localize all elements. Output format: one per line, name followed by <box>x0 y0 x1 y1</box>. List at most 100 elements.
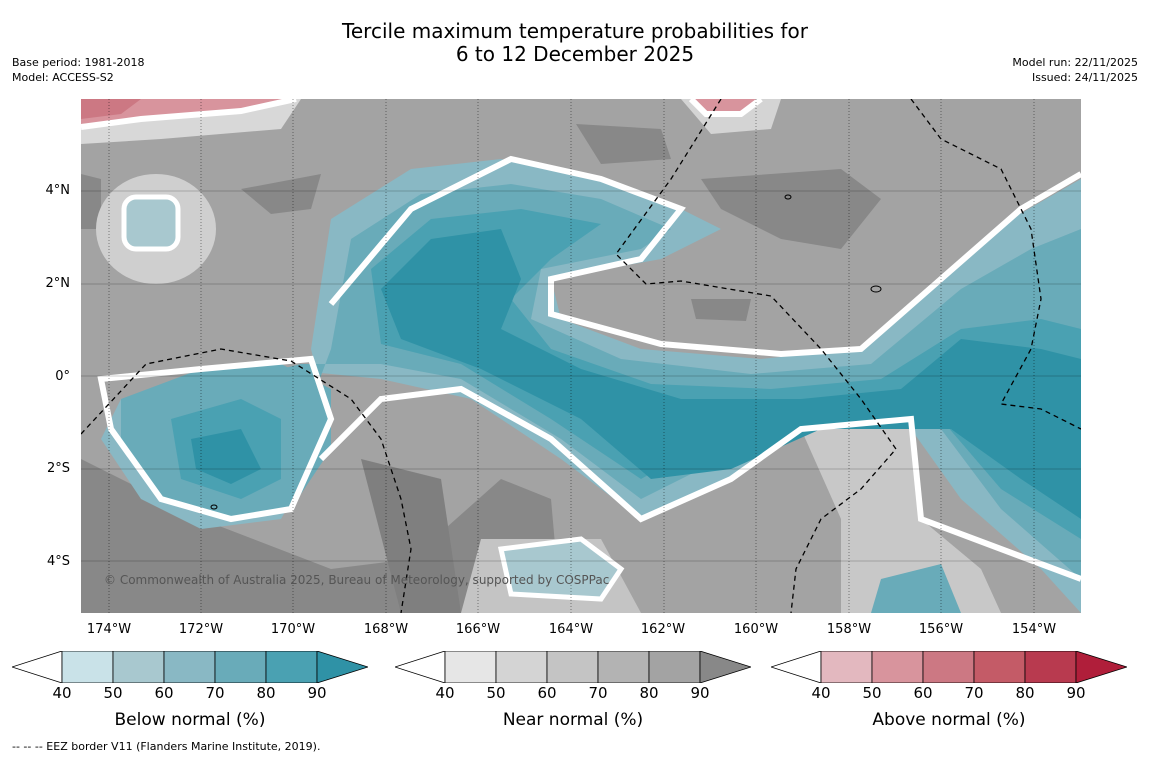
cb-above-swatch-5 <box>1024 650 1077 684</box>
near-normal-90-north-2 <box>576 124 671 164</box>
below-normal-90 <box>381 229 1081 519</box>
near-normal-90-south <box>361 459 461 613</box>
lon-label-164w: 164°W <box>548 622 594 637</box>
contour-40-nw-red <box>81 99 297 130</box>
graticule-parallels <box>81 190 1081 562</box>
cb-above-swatch-0 <box>769 650 822 684</box>
cb-near-tick-90: 90 <box>690 684 710 702</box>
eez-footnote: -- -- -- EEZ border V11 (Flanders Marine… <box>12 740 321 753</box>
cb-below-tick-50: 50 <box>103 684 123 702</box>
cb-above-tick-80: 80 <box>1015 684 1035 702</box>
title-line-1: Tercile maximum temperature probabilitie… <box>342 19 808 43</box>
cb-above-tick-70: 70 <box>964 684 984 702</box>
colorbar-below <box>10 650 370 684</box>
cb-near-swatch-6 <box>699 650 753 684</box>
halo-south-east <box>801 419 1001 613</box>
cb-below-tick-90: 90 <box>307 684 327 702</box>
cb-near-swatch-3 <box>546 650 599 684</box>
contour-40-sw <box>97 355 335 523</box>
cb-below-swatch-2 <box>112 650 165 684</box>
colorbar-above <box>769 650 1129 684</box>
cb-near-tick-60: 60 <box>537 684 557 702</box>
cb-below-swatch-0 <box>10 650 63 684</box>
below-normal-nw-bubble <box>126 199 176 247</box>
lon-label-170w: 170°W <box>270 622 316 637</box>
cb-below-tick-70: 70 <box>205 684 225 702</box>
copyright-note: © Commonwealth of Australia 2025, Bureau… <box>104 573 610 587</box>
cb-above-swatch-1 <box>820 650 873 684</box>
cb-near-tick-80: 80 <box>639 684 659 702</box>
probability-map <box>81 99 1081 613</box>
cb-above-tick-50: 50 <box>862 684 882 702</box>
lon-label-154w: 154°W <box>1011 622 1057 637</box>
cb-near-swatch-0 <box>393 650 446 684</box>
above-normal-nw-70 <box>81 99 141 119</box>
map-svg <box>81 99 1081 613</box>
lat-label-4n: 4°N <box>45 183 71 198</box>
below-normal-sw-90 <box>191 429 261 484</box>
lon-label-174w: 174°W <box>86 622 132 637</box>
map-title: Tercile maximum temperature probabilitie… <box>0 20 1150 66</box>
near-normal-90-center <box>691 299 751 321</box>
cb-near-tick-70: 70 <box>588 684 608 702</box>
lon-label-172w: 172°W <box>178 622 224 637</box>
lon-label-158w: 158°W <box>826 622 872 637</box>
colorbar-below-ticks: 40 50 60 70 80 90 <box>12 684 368 704</box>
contour-40-south <box>318 385 1081 582</box>
lon-label-162w: 162°W <box>640 622 686 637</box>
cb-below-tick-40: 40 <box>52 684 72 702</box>
lat-label-2n: 2°N <box>45 276 71 291</box>
below-normal-se-pocket <box>871 564 961 613</box>
base-period: Base period: 1981-2018 <box>12 56 145 69</box>
cb-near-swatch-1 <box>444 650 497 684</box>
colorbar-near-ticks: 40 50 60 70 80 90 <box>395 684 751 704</box>
cb-above-swatch-4 <box>973 650 1026 684</box>
contour-40-n-red <box>688 99 763 117</box>
cb-near-swatch-5 <box>648 650 701 684</box>
cb-above-tick-40: 40 <box>811 684 831 702</box>
lon-label-166w: 166°W <box>455 622 501 637</box>
cb-above-swatch-3 <box>922 650 975 684</box>
cb-below-swatch-1 <box>61 650 114 684</box>
lon-label-160w: 160°W <box>733 622 779 637</box>
meta-left: Base period: 1981-2018 Model: ACCESS-S2 <box>12 55 144 85</box>
cb-near-tick-40: 40 <box>435 684 455 702</box>
lon-label-168w: 168°W <box>363 622 409 637</box>
near-normal-90-west <box>241 174 321 214</box>
colorbar-near <box>393 650 753 684</box>
meta-right: Model run: 22/11/2025 Issued: 24/11/2025 <box>1012 55 1138 85</box>
colorbar-below-title: Below normal (%) <box>114 710 266 730</box>
cb-below-swatch-6 <box>316 650 370 684</box>
contour-40-nw-bubble <box>121 194 181 252</box>
colorbar-above-title: Above normal (%) <box>872 710 1026 730</box>
near-normal-90-edge <box>81 174 101 229</box>
model-run: Model run: 22/11/2025 <box>1012 56 1138 69</box>
cb-below-tick-80: 80 <box>256 684 276 702</box>
cb-near-swatch-4 <box>597 650 650 684</box>
cb-below-swatch-3 <box>163 650 216 684</box>
cb-near-tick-50: 50 <box>486 684 506 702</box>
contour-40-s-pocket <box>497 536 625 602</box>
issued-date: Issued: 24/11/2025 <box>1031 71 1138 84</box>
island-3 <box>210 504 218 510</box>
colorbar-near-title: Near normal (%) <box>502 710 644 730</box>
lat-label-0: 0° <box>55 369 70 384</box>
cb-above-tick-60: 60 <box>913 684 933 702</box>
cb-below-swatch-5 <box>265 650 318 684</box>
contour-40-north <box>328 155 1081 358</box>
cb-near-swatch-2 <box>495 650 548 684</box>
near-normal-90-north <box>701 169 881 249</box>
island-2 <box>870 285 882 293</box>
cb-above-swatch-6 <box>1075 650 1129 684</box>
model-name: Model: ACCESS-S2 <box>12 71 114 84</box>
eez-borders <box>81 99 1081 613</box>
cb-above-swatch-2 <box>871 650 924 684</box>
lat-label-4s: 4°S <box>46 554 70 569</box>
title-line-2: 6 to 12 December 2025 <box>455 42 695 66</box>
colorbar-above-ticks: 40 50 60 70 80 90 <box>771 684 1127 704</box>
cb-below-swatch-4 <box>214 650 267 684</box>
cb-above-tick-90: 90 <box>1066 684 1086 702</box>
island-1 <box>784 194 792 200</box>
lon-label-156w: 156°W <box>918 622 964 637</box>
lat-label-2s: 2°S <box>46 461 70 476</box>
